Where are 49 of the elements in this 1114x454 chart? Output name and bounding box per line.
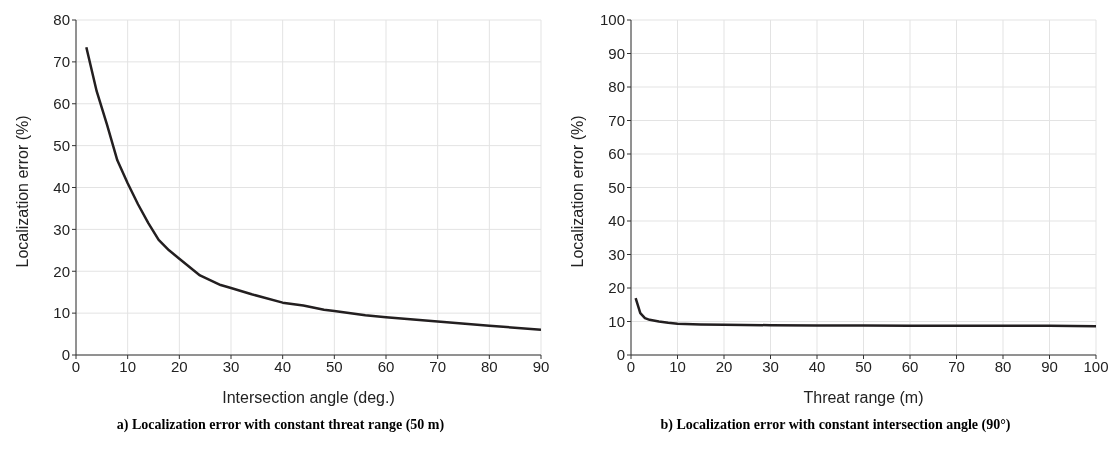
x-tick-label: 60	[377, 357, 395, 375]
y-tick-label: 70	[53, 53, 70, 71]
x-tick-label: 80	[480, 357, 498, 375]
x-tick-label: 10	[669, 357, 686, 375]
x-tick-label: 80	[994, 357, 1012, 375]
text: a) Localization error with constant threat range (50 m)	[115, 417, 446, 433]
x-tick-label: 70	[429, 357, 447, 375]
x-tick-label: 90	[1041, 357, 1058, 375]
x-tick-label: 100	[1083, 357, 1109, 375]
x-tick-label: 0	[626, 357, 636, 375]
x-tick-label: 30	[222, 357, 240, 375]
x-tick-label: 70	[948, 357, 965, 375]
y-tick-label: 10	[608, 312, 625, 330]
x-tick-label: 60	[901, 357, 919, 375]
y-tick-label: 90	[608, 44, 625, 62]
y-tick-label: 0	[61, 346, 70, 364]
y-tick-label: 40	[608, 212, 625, 230]
text: b) Localization error with constant intersection angle (90°)	[659, 417, 1012, 433]
y-tick-label: 30	[53, 220, 70, 238]
line-series	[85, 45, 541, 332]
x-tick-label: 0	[71, 357, 81, 375]
y-tick-label: 80	[608, 78, 625, 96]
x-tick-label: 90	[532, 357, 550, 375]
y-tick-label: 40	[53, 178, 70, 196]
y-tick-label: 10	[53, 304, 70, 322]
y-tick-label: 60	[608, 145, 625, 163]
y-tick-label: 20	[608, 279, 625, 297]
x-tick-label: 40	[808, 357, 826, 375]
y-tick-label: 70	[608, 111, 625, 129]
x-tick-label: 20	[715, 357, 733, 375]
x-tick-label: 10	[119, 357, 137, 375]
x-tick-label: 20	[170, 357, 188, 375]
y-tick-label: 20	[53, 262, 70, 280]
y-axis-title: Localization error (%)	[568, 115, 586, 268]
x-tick-label: 40	[274, 357, 292, 375]
x-tick-label: 30	[762, 357, 779, 375]
x-axis-title: Intersection angle (deg.)	[222, 389, 395, 406]
x-axis-title: Threat range (m)	[803, 389, 924, 406]
y-tick-label: 100	[599, 11, 625, 29]
y-axis-title: Localization error (%)	[13, 115, 31, 268]
y-tick-label: 50	[608, 178, 625, 196]
y-tick-label: 50	[53, 136, 70, 154]
y-tick-label: 80	[53, 11, 70, 29]
y-tick-label: 30	[608, 245, 625, 263]
y-tick-label: 60	[53, 95, 70, 113]
line-series	[634, 296, 1096, 328]
x-tick-label: 50	[325, 357, 343, 375]
y-tick-label: 0	[616, 346, 625, 364]
x-tick-label: 50	[855, 357, 872, 375]
